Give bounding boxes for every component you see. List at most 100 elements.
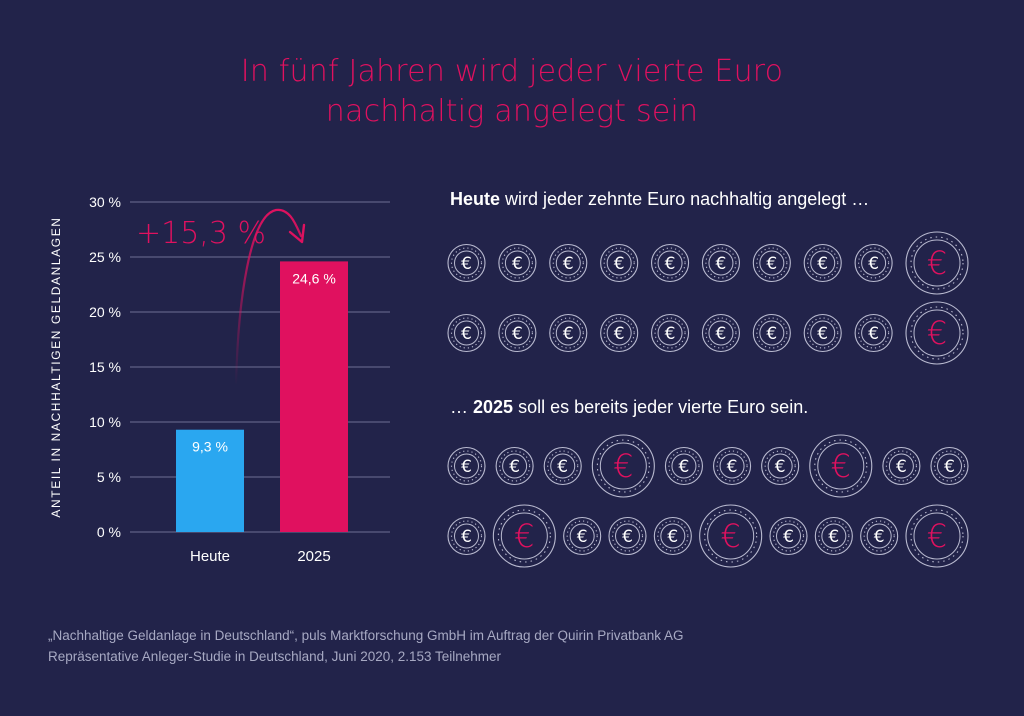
y-tick-label: 0 % <box>97 524 121 540</box>
euro-icon: € <box>766 324 777 344</box>
coin-outer-ring <box>930 446 969 486</box>
coin-dotted-ring <box>450 450 483 482</box>
coins-future-caption-bold: 2025 <box>473 397 514 417</box>
coin-inner-ring <box>913 512 961 560</box>
coin-inner-ring <box>866 523 892 549</box>
coin-inner-ring <box>671 453 697 479</box>
euro-coin: € <box>930 446 969 486</box>
coin-inner-ring <box>861 250 887 276</box>
coin-dotted-ring <box>705 317 737 349</box>
bar <box>176 429 244 532</box>
euro-icon: € <box>667 527 678 547</box>
euro-coin-highlight: € <box>699 504 763 568</box>
y-tick-label: 25 % <box>89 249 121 265</box>
euro-coin: € <box>769 516 808 556</box>
euro-coin: € <box>498 243 537 283</box>
euro-coin: € <box>447 446 486 486</box>
coin-outer-ring <box>447 516 486 556</box>
coin-dotted-ring <box>566 520 598 552</box>
coin-dotted-ring <box>704 509 758 563</box>
coin-inner-ring <box>810 320 836 346</box>
euro-icon: € <box>563 254 574 274</box>
coin-outer-ring <box>854 313 893 353</box>
euro-icon: € <box>874 527 885 547</box>
coin-inner-ring <box>569 523 595 549</box>
source-line-2: Repräsentative Anleger-Studie in Deutsch… <box>48 649 502 664</box>
coin-outer-ring <box>809 434 873 498</box>
coin-inner-ring <box>767 453 793 479</box>
coin-dotted-ring <box>756 317 788 349</box>
coins-today-caption: Heute wird jeder zehnte Euro nachhaltig … <box>450 189 869 210</box>
coin-outer-ring <box>761 446 800 486</box>
euro-icon: € <box>461 324 472 344</box>
coin-inner-ring <box>555 250 581 276</box>
coin-outer-ring <box>447 446 486 486</box>
y-axis-label: ANTEIL IN NACHHALTIGEN GELDANLAGEN <box>49 216 63 517</box>
coin-dotted-ring <box>552 317 584 349</box>
bar-value-label: 24,6 % <box>292 270 336 286</box>
coin-dotted-ring <box>603 317 635 349</box>
title-line-1: In fünf Jahren wird jeder vierte Euro <box>240 54 784 89</box>
coin-outer-ring <box>860 516 899 556</box>
euro-icon: € <box>716 254 727 274</box>
euro-coin: € <box>600 313 639 353</box>
y-tick-label: 15 % <box>89 359 121 375</box>
y-tick-label: 30 % <box>89 194 121 210</box>
coin-inner-ring <box>504 320 530 346</box>
coin-dotted-ring <box>818 520 850 552</box>
euro-icon: € <box>614 324 625 344</box>
coin-dotted-ring <box>910 306 964 360</box>
coin-dotted-ring <box>547 450 579 482</box>
euro-icon: € <box>783 527 794 547</box>
euro-coin: € <box>803 243 842 283</box>
growth-annotation: +15,3 % <box>136 216 266 251</box>
euro-coin: € <box>752 243 791 283</box>
euro-coin: € <box>447 516 486 556</box>
coin-outer-ring <box>882 446 921 486</box>
euro-coin: € <box>752 313 791 353</box>
coin-outer-ring <box>653 516 692 556</box>
coin-dotted-ring <box>450 247 483 279</box>
coin-dotted-ring <box>657 520 689 552</box>
source-note: „Nachhaltige Geldanlage in Deutschland“,… <box>48 625 684 667</box>
coin-outer-ring <box>701 243 740 283</box>
euro-coin: € <box>701 243 740 283</box>
coin-dotted-ring <box>858 247 890 279</box>
euro-icon: € <box>563 324 574 344</box>
euro-coin: € <box>563 516 602 556</box>
euro-icon: € <box>461 527 472 547</box>
source-line-1: „Nachhaltige Geldanlage in Deutschland“,… <box>48 628 684 643</box>
page-title: In fünf Jahren wird jeder vierte Euro na… <box>0 52 1024 132</box>
euro-icon: € <box>577 527 588 547</box>
coin-outer-ring <box>591 434 655 498</box>
euro-icon: € <box>868 324 879 344</box>
coin-inner-ring <box>555 320 581 346</box>
coin-outer-ring <box>498 243 537 283</box>
coin-outer-ring <box>549 313 588 353</box>
coins-future-caption: … 2025 soll es bereits jeder vierte Euro… <box>450 397 808 418</box>
euro-coin: € <box>549 243 588 283</box>
euro-coin: € <box>495 446 534 486</box>
coin-outer-ring <box>752 243 791 283</box>
euro-coin: € <box>803 313 842 353</box>
coin-inner-ring <box>550 453 576 479</box>
euro-icon: € <box>831 447 851 485</box>
growth-arrow <box>234 208 303 387</box>
euro-icon: € <box>665 254 676 274</box>
bar <box>280 261 348 532</box>
euro-coin-highlight: € <box>492 504 556 568</box>
title-line-2: nachhaltig angelegt sein <box>325 94 699 129</box>
x-tick-label: Heute <box>190 548 230 565</box>
coin-dotted-ring <box>499 450 531 482</box>
coins-future-caption-pre: … <box>450 397 474 417</box>
coin-outer-ring <box>713 446 752 486</box>
coin-inner-ring <box>502 453 528 479</box>
coin-inner-ring <box>599 442 647 490</box>
euro-icon: € <box>727 457 738 477</box>
coin-inner-ring <box>759 250 785 276</box>
coin-outer-ring <box>905 504 969 568</box>
coins-future-caption-rest: soll es bereits jeder vierte Euro sein. <box>513 397 809 417</box>
coin-dotted-ring <box>858 317 890 349</box>
coin-inner-ring <box>708 250 734 276</box>
coin-outer-ring <box>699 504 763 568</box>
